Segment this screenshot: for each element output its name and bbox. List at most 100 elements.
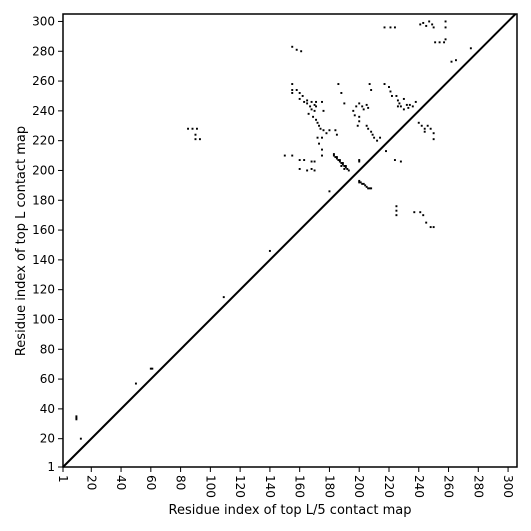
y-tick-label: 180 xyxy=(32,193,55,207)
contact xyxy=(358,179,361,182)
contact xyxy=(268,249,271,252)
contact xyxy=(398,102,401,105)
contact xyxy=(425,221,428,224)
contact xyxy=(469,47,472,50)
contact xyxy=(443,41,446,44)
contact xyxy=(75,418,78,421)
contact xyxy=(295,48,298,51)
contact xyxy=(367,187,370,190)
y-tick-label: 1 xyxy=(47,460,55,474)
contact xyxy=(300,50,303,53)
contact xyxy=(347,169,350,172)
contact xyxy=(328,129,331,132)
contact xyxy=(194,133,197,136)
contact xyxy=(149,367,152,370)
x-tick-label: 40 xyxy=(114,475,128,490)
contact xyxy=(328,190,331,193)
x-tick-label: 140 xyxy=(263,475,277,498)
contact xyxy=(195,127,198,130)
contact xyxy=(353,114,356,117)
x-tick-label: 180 xyxy=(322,475,336,498)
contact xyxy=(222,296,225,299)
contact xyxy=(321,136,323,139)
y-tick-label: 160 xyxy=(32,223,55,237)
x-tick-label: 220 xyxy=(382,475,396,498)
y-axis-label: Residue index of top L contact map xyxy=(14,126,29,356)
contact xyxy=(325,132,328,135)
contact xyxy=(343,165,346,167)
contact xyxy=(408,103,411,106)
contact xyxy=(368,83,371,86)
x-tick-label: 120 xyxy=(233,475,247,498)
contact xyxy=(358,159,361,162)
contact xyxy=(370,187,373,190)
y-tick-label: 220 xyxy=(32,134,55,148)
y-tick-label: 20 xyxy=(40,432,55,446)
y-tick-label: 100 xyxy=(32,312,55,326)
contact xyxy=(419,23,422,26)
contact xyxy=(307,112,310,115)
contact xyxy=(338,159,341,162)
contact xyxy=(313,169,316,172)
contact xyxy=(405,103,408,106)
contact xyxy=(337,159,340,162)
contact xyxy=(306,99,309,102)
contact xyxy=(359,181,362,184)
contact xyxy=(335,156,338,159)
contact xyxy=(379,136,382,139)
contact xyxy=(383,26,386,29)
contact xyxy=(371,133,374,136)
y-tick-label: 300 xyxy=(32,14,55,28)
contact xyxy=(388,86,390,88)
contact xyxy=(79,437,82,440)
contact xyxy=(444,26,447,29)
contact xyxy=(318,124,320,127)
contact xyxy=(306,169,309,172)
contact xyxy=(365,103,368,106)
contact xyxy=(422,214,425,217)
contact xyxy=(417,121,420,124)
contact xyxy=(191,127,194,130)
contact xyxy=(393,159,396,162)
contact xyxy=(291,45,294,48)
contact xyxy=(390,94,393,97)
contact xyxy=(341,163,344,166)
contact xyxy=(419,211,422,214)
contact xyxy=(402,108,405,111)
contact xyxy=(334,129,337,132)
contact xyxy=(423,127,426,130)
contact xyxy=(134,382,137,385)
contact xyxy=(444,20,447,23)
diagonal xyxy=(62,13,517,468)
contact xyxy=(301,94,304,97)
contact xyxy=(383,83,386,86)
contact xyxy=(334,156,337,159)
y-tick-label: 60 xyxy=(40,372,55,386)
contact xyxy=(321,148,323,151)
contact xyxy=(315,105,318,108)
x-tick-label: 280 xyxy=(471,475,485,498)
contact xyxy=(298,159,301,162)
contact xyxy=(429,127,432,130)
contact xyxy=(343,168,346,170)
y-tick-label: 40 xyxy=(40,402,55,416)
contact xyxy=(370,130,373,133)
contact xyxy=(341,162,344,164)
contact xyxy=(344,166,347,169)
contact xyxy=(332,154,335,157)
contact xyxy=(312,115,315,118)
contact xyxy=(402,97,405,100)
contact xyxy=(362,182,365,185)
contact xyxy=(376,139,379,142)
contact xyxy=(407,106,410,109)
contact xyxy=(395,214,398,217)
x-tick-label: 200 xyxy=(352,475,366,498)
contact xyxy=(368,187,371,190)
contact xyxy=(358,102,361,105)
contact xyxy=(364,184,367,187)
contact xyxy=(396,99,399,102)
contact xyxy=(291,154,294,157)
contact xyxy=(399,105,402,108)
contact xyxy=(313,109,316,112)
